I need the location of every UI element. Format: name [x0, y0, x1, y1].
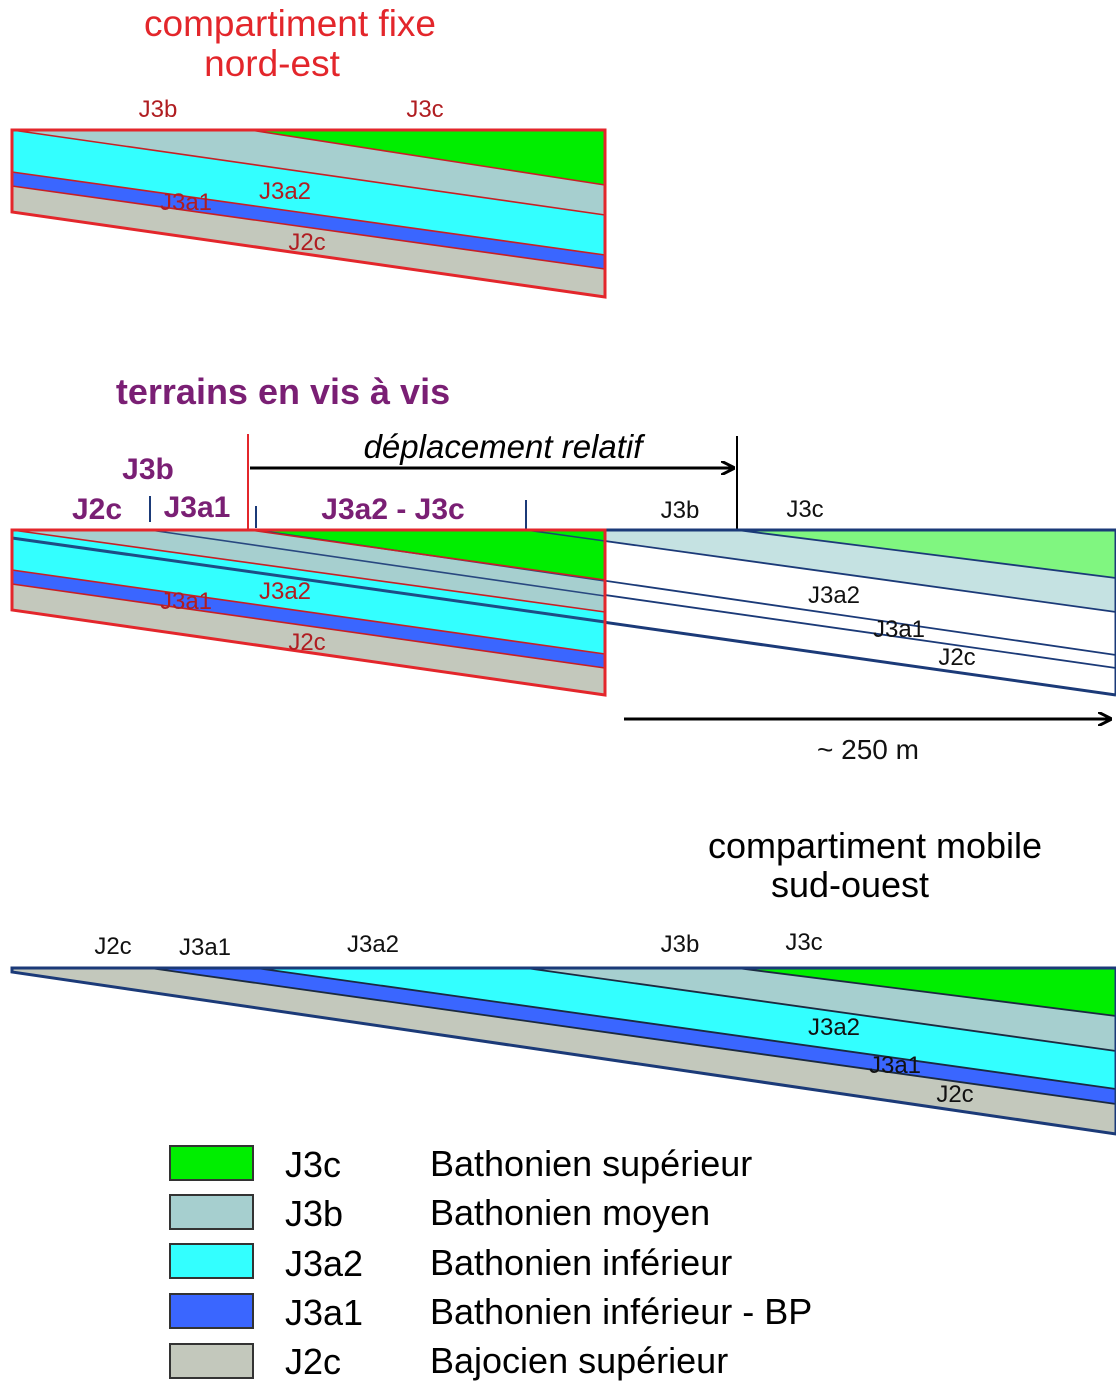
legend-desc-j3c: Bathonien supérieur [430, 1143, 752, 1184]
panel1-inner-j3a1: J3a1 [160, 189, 212, 216]
legend-code-j3c: J3c [285, 1144, 341, 1185]
panel1-title-line2: nord-est [204, 43, 340, 84]
panel2-fixed-contacts [11, 529, 606, 669]
legend-item-j3b: J3b Bathonien moyen [169, 1192, 710, 1234]
legend: J3c Bathonien supérieur J3b Bathonien mo… [169, 1143, 812, 1382]
legend-item-j3a2: J3a2 Bathonien inférieur [169, 1242, 732, 1284]
stratum-j2c [12, 186, 605, 297]
panel3-outline [10, 966, 1116, 1136]
legend-swatch-j3a2 [169, 1243, 254, 1279]
panel3-title-line2: sud-ouest [771, 864, 929, 905]
panel2-inner-j3a2: J3a2 [259, 578, 311, 605]
panel2-mobile-block [605, 530, 1116, 612]
panel2-mobile-j3a1: J3a1 [873, 616, 925, 643]
panel1-outline [10, 128, 607, 299]
legend-item-j3c: J3c Bathonien supérieur [169, 1143, 752, 1185]
panel3-inner-j2c: J2c [936, 1081, 973, 1108]
panel3-top-j3a1: J3a1 [179, 934, 231, 961]
legend-code-j2c: J2c [285, 1341, 341, 1382]
panel2-label-j3b: J3b [122, 453, 174, 486]
panel3-top-j3b: J3b [661, 931, 700, 958]
panel2-top-j3b: J3b [661, 497, 700, 524]
panel2-top-j3c: J3c [786, 496, 823, 523]
legend-code-j3a1: J3a1 [285, 1292, 363, 1333]
legend-swatch-j3b [169, 1194, 254, 1230]
panel2-inner-j3a1: J3a1 [160, 588, 212, 615]
panel3-contacts [149, 967, 1116, 1105]
panel1-label-j3c: J3c [406, 96, 443, 123]
legend-item-j3a1: J3a1 Bathonien inférieur - BP [169, 1291, 812, 1333]
legend-code-j3b: J3b [285, 1193, 343, 1234]
panel2-mobile-j3a2: J3a2 [808, 582, 860, 609]
stratum-j3a2 [12, 130, 605, 255]
legend-swatch-j2c [169, 1343, 254, 1379]
distance-label: ~ 250 m [817, 734, 919, 765]
panel2-label-j3a2-j3c: J3a2 - J3c [321, 493, 464, 526]
legend-swatch-j3a1 [169, 1293, 254, 1329]
panel3-top-j3c: J3c [785, 929, 822, 956]
panel2-label-j3a1: J3a1 [164, 491, 231, 524]
legend-item-j2c: J2c Bajocien supérieur [169, 1340, 728, 1382]
legend-desc-j3a2: Bathonien inférieur [430, 1242, 732, 1283]
legend-code-j3a2: J3a2 [285, 1243, 363, 1284]
legend-desc-j3a1: Bathonien inférieur - BP [430, 1291, 812, 1332]
legend-desc-j3b: Bathonien moyen [430, 1192, 710, 1233]
panel1-title-line1: compartiment fixe [144, 3, 436, 44]
panel-mobile-compartment: compartiment mobile sud-ouest J2c J3a1 J… [10, 825, 1116, 1136]
panel2-label-j2c: J2c [72, 493, 122, 526]
legend-desc-j2c: Bajocien supérieur [430, 1340, 728, 1381]
panel1-label-j3b: J3b [139, 96, 178, 123]
panel1-inner-j2c: J2c [288, 229, 325, 256]
panel3-title-line1: compartiment mobile [708, 825, 1042, 866]
panel1-contacts [11, 129, 606, 270]
panel2-title: terrains en vis à vis [116, 371, 450, 412]
legend-swatch-j3c [169, 1145, 254, 1181]
panel2-inner-j2c: J2c [288, 629, 325, 656]
panel-facing-terrains: terrains en vis à vis J3b J2c J3a1 J3a2 … [10, 371, 1116, 765]
panel3-top-j2c: J2c [94, 933, 131, 960]
panel1-inner-j3a2: J3a2 [259, 178, 311, 205]
displacement-label: déplacement relatif [364, 428, 647, 465]
panel-fixed-compartment: compartiment fixe nord-est J3b J3c J3a2 … [10, 3, 607, 299]
panel3-top-j3a2: J3a2 [347, 931, 399, 958]
panel3-inner-j3a2: J3a2 [808, 1014, 860, 1041]
panel2-ticks [149, 434, 738, 530]
panel2-fixed-outline [10, 528, 607, 697]
stratum-j3a1 [12, 172, 605, 269]
panel2-mobile-j2c: J2c [938, 644, 975, 671]
panel3-inner-j3a1: J3a1 [869, 1052, 921, 1079]
